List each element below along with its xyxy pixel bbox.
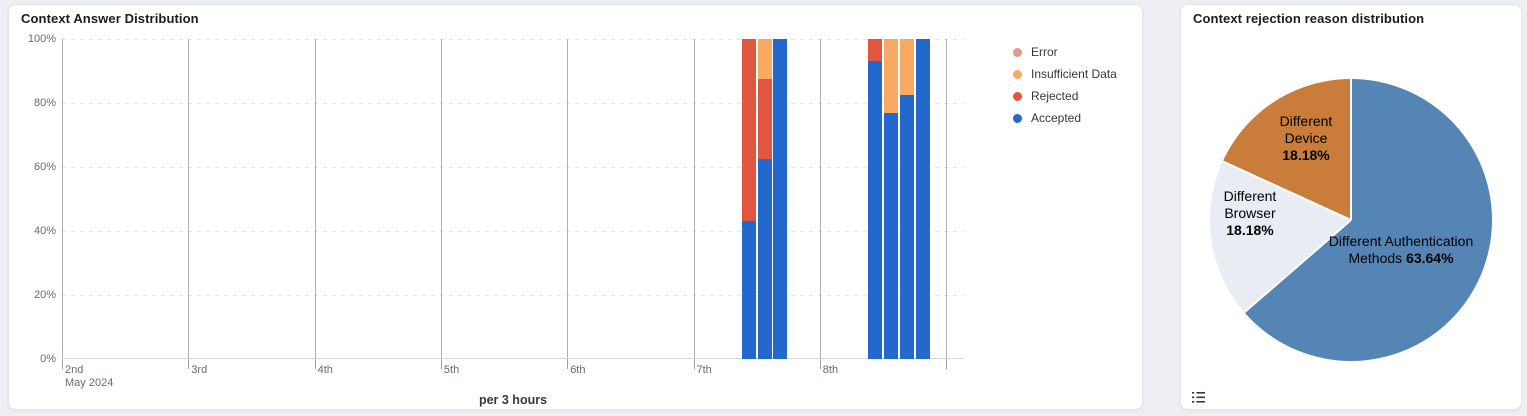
bar-segment-rejected[interactable]	[741, 39, 756, 222]
bar-segment-rejected[interactable]	[757, 79, 772, 159]
vertical-gridline	[440, 39, 442, 359]
color-dot	[1013, 69, 1022, 79]
horizontal-gridline	[62, 39, 964, 40]
x-axis-tick	[693, 359, 695, 369]
x-axis-month-label: May 2024	[65, 377, 114, 389]
legend-label: Accepted	[1031, 111, 1082, 125]
bar-segment-insufficient-data[interactable]	[883, 39, 898, 113]
chart-legend: Error Insufficient Data Rejected Accepted	[1013, 41, 1117, 129]
y-axis-label: 100%	[27, 33, 56, 45]
x-axis-label-text: 7th	[696, 364, 712, 376]
legend-item-error[interactable]: Error	[1013, 41, 1117, 63]
bar-segment-accepted[interactable]	[883, 112, 898, 359]
legend-item-rejected[interactable]: Rejected	[1013, 85, 1117, 107]
legend-label: Insufficient Data	[1031, 67, 1117, 81]
x-axis-tick	[567, 359, 569, 369]
bar-segment-accepted[interactable]	[899, 95, 914, 359]
bar-segment-rejected[interactable]	[868, 39, 883, 62]
x-axis-tick	[314, 359, 316, 369]
bar-segment-accepted[interactable]	[741, 221, 756, 359]
pie-slice-separator	[1243, 219, 1352, 314]
horizontal-gridline	[62, 167, 964, 168]
x-axis-label-text: 8th	[822, 364, 839, 376]
y-axis-label: 80%	[33, 97, 56, 109]
x-axis-tick	[946, 359, 948, 369]
pie-slice-separators	[1222, 79, 1352, 314]
x-axis-label: 2nd May 2024	[65, 364, 113, 390]
panel-title: Context rejection reason distribution	[1193, 11, 1425, 26]
vertical-gridline	[567, 39, 569, 359]
color-dot	[1013, 91, 1022, 101]
bar-segment-accepted[interactable]	[915, 39, 930, 359]
y-axis-label: 40%	[33, 225, 56, 237]
rejection-pie: Different Authentication Methods 63.64% D…	[1210, 79, 1492, 361]
x-axis-label-text: 3rd	[191, 364, 208, 376]
vertical-gridline	[314, 39, 316, 359]
x-axis-tick	[819, 359, 821, 369]
legend-label: Rejected	[1031, 89, 1079, 103]
legend-item-insufficient-data[interactable]: Insufficient Data	[1013, 63, 1117, 85]
answer-distribution-plot	[62, 39, 964, 359]
vertical-gridline	[693, 39, 695, 359]
x-axis-label-text: 4th	[317, 364, 333, 376]
vertical-gridline	[946, 39, 948, 359]
x-axis-label-text: 6th	[570, 364, 586, 376]
horizontal-gridline	[62, 295, 964, 296]
list-icon	[1192, 391, 1205, 403]
legend-toggle-button[interactable]	[1189, 386, 1211, 408]
x-axis-label: 6th	[570, 364, 585, 377]
x-axis-label: 7th	[697, 364, 712, 377]
horizontal-gridline	[62, 231, 964, 232]
vertical-gridline	[188, 39, 190, 359]
legend-label: Error	[1031, 45, 1058, 59]
y-axis-label: 20%	[33, 289, 56, 301]
bar-segment-insufficient-data[interactable]	[899, 39, 914, 95]
bar-segment-accepted[interactable]	[773, 39, 788, 359]
x-axis-label-text: 2nd	[65, 364, 84, 376]
answer-distribution-panel: Context Answer Distribution 0% 20% 40% 60% 8…	[8, 4, 1143, 410]
horizontal-gridline	[62, 103, 964, 104]
vertical-gridline	[62, 39, 63, 359]
pie-slice-separator	[1222, 160, 1352, 221]
x-axis-label-text: 5th	[443, 364, 460, 376]
color-dot	[1013, 113, 1022, 123]
x-axis-label: 5th	[444, 364, 459, 377]
x-axis-tick	[188, 359, 190, 369]
x-axis-tick	[62, 359, 63, 369]
vertical-gridline	[819, 39, 821, 359]
y-axis-label: 60%	[33, 161, 56, 173]
bar-segment-accepted[interactable]	[757, 159, 772, 359]
x-axis-label: 8th	[823, 364, 838, 377]
rejection-reason-panel: Context rejection reason distribution Di…	[1180, 4, 1522, 410]
y-axis-label: 0%	[40, 353, 56, 365]
bar-segment-accepted[interactable]	[868, 61, 883, 359]
panel-title: Context Answer Distribution	[21, 11, 199, 26]
x-axis-line	[62, 358, 964, 359]
color-dot	[1013, 47, 1022, 57]
x-axis-title: per 3 hours	[478, 393, 548, 407]
x-axis-label: 4th	[318, 364, 333, 377]
bar-segment-insufficient-data[interactable]	[757, 39, 772, 79]
x-axis-label: 3rd	[191, 364, 207, 377]
x-axis-tick	[440, 359, 442, 369]
legend-item-accepted[interactable]: Accepted	[1013, 107, 1117, 129]
